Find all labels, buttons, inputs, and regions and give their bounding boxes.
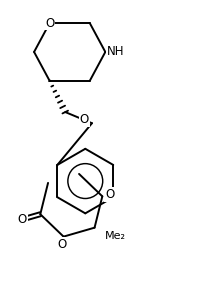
Text: O: O	[18, 213, 27, 226]
Text: O: O	[45, 17, 54, 30]
Text: O: O	[80, 113, 89, 126]
Text: O: O	[105, 188, 114, 201]
Text: Me₂: Me₂	[105, 231, 125, 241]
Text: NH: NH	[107, 45, 125, 58]
Text: O: O	[57, 238, 66, 251]
